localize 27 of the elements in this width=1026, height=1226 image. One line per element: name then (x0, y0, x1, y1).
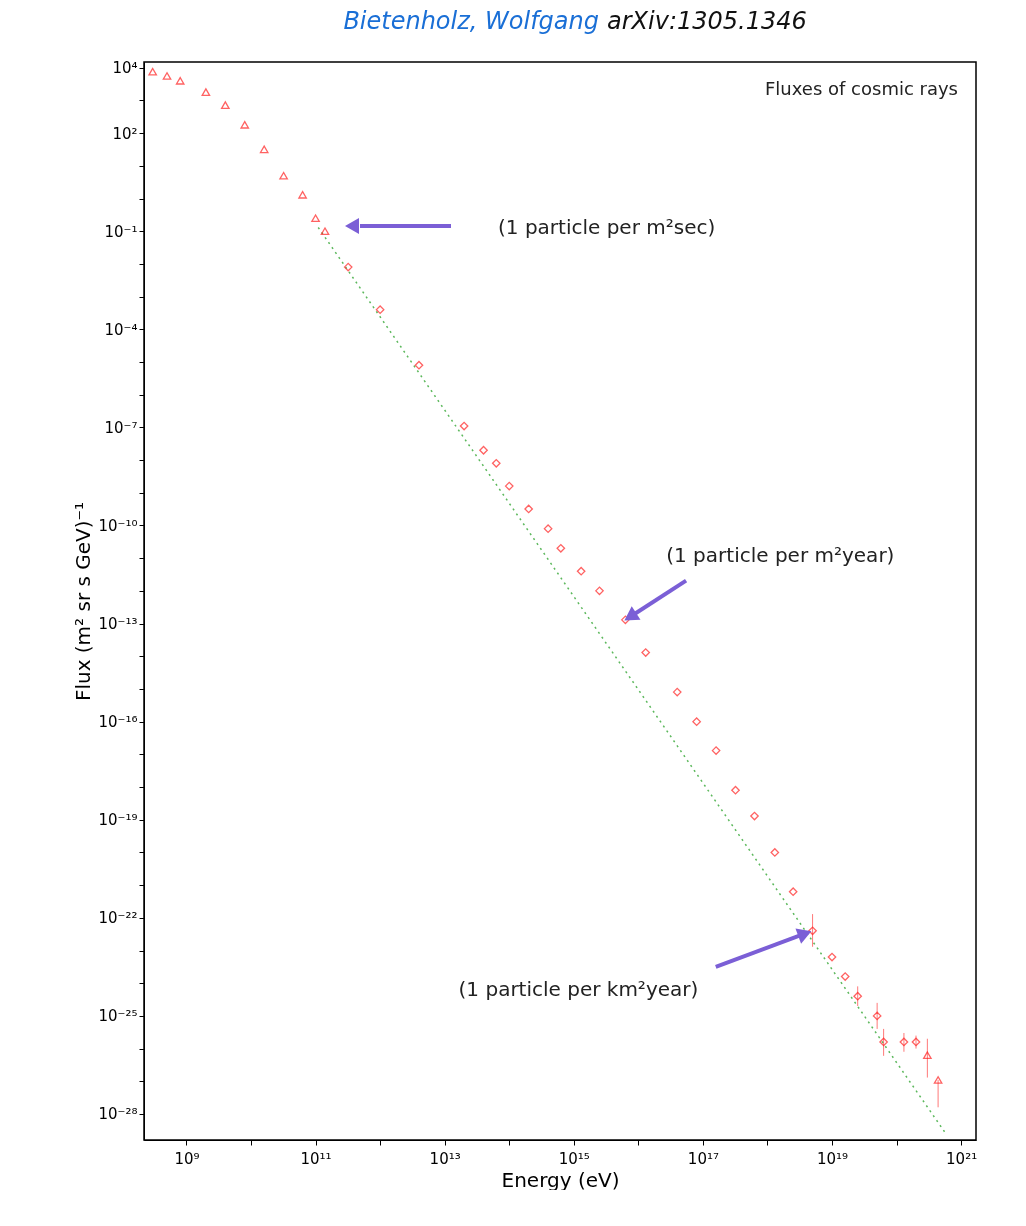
x-tick-label: 10²¹ (946, 1149, 978, 1168)
x-tick-label: 10¹⁷ (687, 1149, 719, 1168)
y-axis-title: Flux (m² sr s GeV)⁻¹ (71, 501, 96, 702)
y-tick-label: 10⁻¹ (104, 222, 138, 241)
y-tick-label: 10⁻¹⁹ (98, 811, 138, 830)
annotation: (1 particle per km²year) (458, 976, 699, 1001)
annotation: (1 particle per m²year) (666, 542, 895, 567)
x-axis-title: Energy (eV) (501, 1167, 620, 1192)
y-tick-label: 10⁻²² (98, 909, 138, 928)
text: Fluxes of cosmic rays (764, 78, 958, 99)
x-tick-label: 10¹⁹ (816, 1149, 849, 1168)
y-tick-label: 10⁻⁴ (104, 320, 138, 339)
x-tick-label: 10¹¹ (300, 1149, 332, 1168)
y-tick-label: 10⁻¹³ (98, 615, 138, 634)
annotation: (1 particle per m²sec) (498, 215, 716, 239)
x-tick-label: 10¹⁵ (558, 1149, 590, 1168)
y-tick-label: 10⁻²⁵ (98, 1007, 138, 1026)
y-tick-label: 10⁴ (112, 59, 138, 78)
text: Bietenholz, Wolfgang (343, 7, 599, 35)
y-tick-label: 10⁻¹⁰ (98, 516, 138, 535)
y-tick-label: 10² (112, 124, 138, 143)
x-tick-label: 10¹³ (429, 1149, 461, 1168)
x-tick-label: 10⁹ (174, 1149, 200, 1168)
text: arXiv:1305.1346 (607, 7, 807, 35)
y-tick-label: 10⁻⁷ (104, 418, 138, 437)
y-tick-label: 10⁻¹⁶ (98, 713, 138, 732)
y-tick-label: 10⁻²⁸ (98, 1105, 138, 1124)
